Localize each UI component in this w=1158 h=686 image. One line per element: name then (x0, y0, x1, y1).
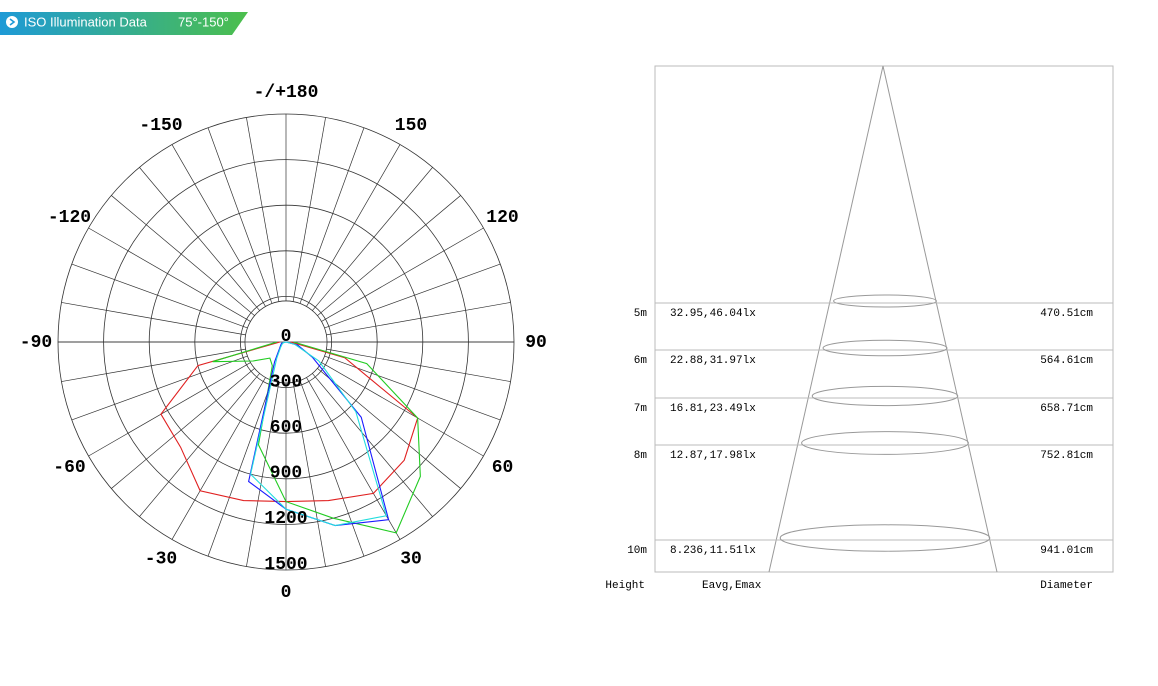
r-tick-label: 600 (270, 418, 302, 438)
spoke (306, 144, 401, 307)
spoke (171, 144, 266, 307)
spoke (312, 167, 433, 311)
r-tick-label: 300 (270, 372, 302, 392)
cone-section (822, 339, 948, 357)
illuminance-label: 12.87,17.98lx (670, 450, 756, 462)
intensity-curve (212, 341, 421, 534)
spoke (292, 382, 326, 567)
spoke (317, 195, 461, 316)
spoke (306, 377, 401, 540)
angle-label: 30 (400, 549, 422, 569)
angle-label: -30 (145, 549, 177, 569)
spoke (61, 348, 246, 382)
diameter-label: 941.01cm (1040, 545, 1093, 557)
cone-section (801, 431, 969, 455)
header-banner (0, 12, 248, 35)
cone-section (833, 294, 937, 308)
spoke (324, 263, 501, 329)
angle-label: 60 (492, 458, 514, 478)
spoke (171, 377, 266, 540)
cone-edge (882, 65, 998, 573)
angle-label: 120 (486, 208, 518, 228)
spoke (139, 167, 260, 311)
column-label: Diameter (1040, 580, 1093, 592)
angle-label: -/+180 (254, 83, 319, 103)
spoke (61, 302, 246, 336)
illuminance-label: 16.81,23.49lx (670, 403, 756, 415)
spoke (111, 195, 255, 316)
spoke (139, 373, 260, 517)
spoke (326, 348, 511, 382)
spoke (299, 127, 365, 304)
spoke (88, 227, 251, 322)
height-label: 10m (627, 545, 647, 557)
spoke (312, 373, 433, 517)
spoke (299, 380, 365, 557)
r-tick-label: 1500 (264, 555, 307, 575)
header-title: ISO Illumination Data (24, 14, 148, 29)
spoke (324, 355, 501, 421)
diameter-label: 470.51cm (1040, 308, 1093, 320)
intensity-curve (249, 341, 388, 527)
column-label: Height (605, 580, 645, 592)
spoke (246, 117, 280, 302)
height-label: 5m (634, 308, 648, 320)
cone-edge (768, 65, 884, 573)
spoke (88, 362, 251, 457)
height-label: 6m (634, 355, 648, 367)
column-label: Eavg,Emax (702, 580, 762, 592)
header-icon-arrow (9, 18, 16, 26)
spoke (292, 117, 326, 302)
height-label: 8m (634, 450, 648, 462)
angle-label: -90 (20, 333, 52, 353)
spoke (321, 227, 484, 322)
spoke (317, 368, 461, 489)
diameter-label: 564.61cm (1040, 355, 1093, 367)
spoke (326, 302, 511, 336)
illuminance-label: 8.236,11.51lx (670, 545, 756, 557)
angle-label: 0 (281, 583, 292, 603)
cone-frame (654, 65, 1114, 573)
illuminance-label: 22.88,31.97lx (670, 355, 756, 367)
header-icon (6, 16, 18, 28)
header-range: 75°-150° (178, 14, 229, 29)
r-tick-label: 1200 (264, 509, 307, 529)
angle-label: -60 (53, 458, 85, 478)
angle-label: 150 (395, 116, 427, 136)
spoke (246, 382, 280, 567)
spoke (207, 127, 273, 304)
diameter-label: 752.81cm (1040, 450, 1093, 462)
spoke (111, 368, 255, 489)
spoke (71, 355, 248, 421)
spoke (321, 362, 484, 457)
illuminance-label: 32.95,46.04lx (670, 308, 756, 320)
r-tick-label: 900 (270, 464, 302, 484)
angle-label: -150 (139, 116, 182, 136)
spoke (71, 263, 248, 329)
height-label: 7m (634, 403, 648, 415)
cone-section (811, 385, 959, 407)
diameter-label: 658.71cm (1040, 403, 1093, 415)
r-tick-label: 0 (281, 327, 292, 347)
angle-label: 90 (525, 333, 547, 353)
angle-label: -120 (48, 208, 91, 228)
cone-section (779, 524, 991, 552)
spoke (207, 380, 273, 557)
